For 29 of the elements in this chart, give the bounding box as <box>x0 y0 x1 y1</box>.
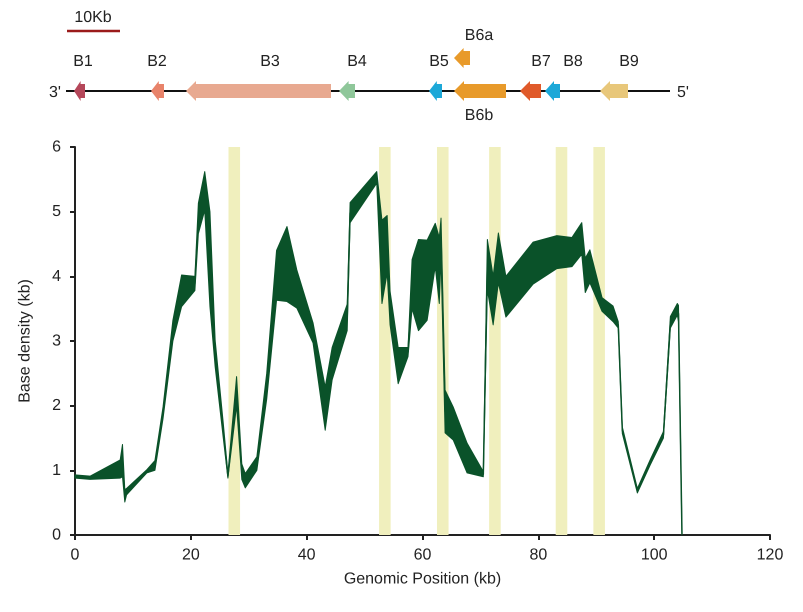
text: 3' <box>49 84 61 101</box>
x-tick-label: 60 <box>414 546 432 564</box>
y-axis-title: Base density (kb) <box>16 279 34 403</box>
y-tick-label: 1 <box>52 462 62 479</box>
x-axis-title: Genomic Position (kb) <box>344 570 502 588</box>
x-tick-label: 80 <box>529 546 548 564</box>
y-tick-label: 3 <box>52 332 62 350</box>
x-tick-label: 100 <box>640 546 668 564</box>
text: B6a <box>464 27 494 44</box>
text: B6b <box>464 107 494 124</box>
text: B5 <box>429 53 449 70</box>
text: B9 <box>619 53 639 70</box>
x-tick-label: 20 <box>182 546 200 564</box>
text: 10Kb <box>74 9 112 26</box>
text: B7 <box>531 53 551 70</box>
y-tick-label: 4 <box>52 268 62 285</box>
x-tick-label: 0 <box>70 546 80 564</box>
text: B2 <box>147 53 167 70</box>
y-tick-label: 2 <box>52 397 62 414</box>
text: B3 <box>260 53 280 70</box>
text: 5' <box>677 84 689 101</box>
x-tick-label: 120 <box>756 546 784 564</box>
text: B8 <box>563 53 583 70</box>
y-tick-label: 5 <box>52 203 62 220</box>
text: B1 <box>73 53 93 70</box>
text: B4 <box>347 53 367 70</box>
y-tick-label: 0 <box>52 526 62 544</box>
x-tick-label: 40 <box>298 546 316 564</box>
y-tick-label: 6 <box>52 138 62 156</box>
